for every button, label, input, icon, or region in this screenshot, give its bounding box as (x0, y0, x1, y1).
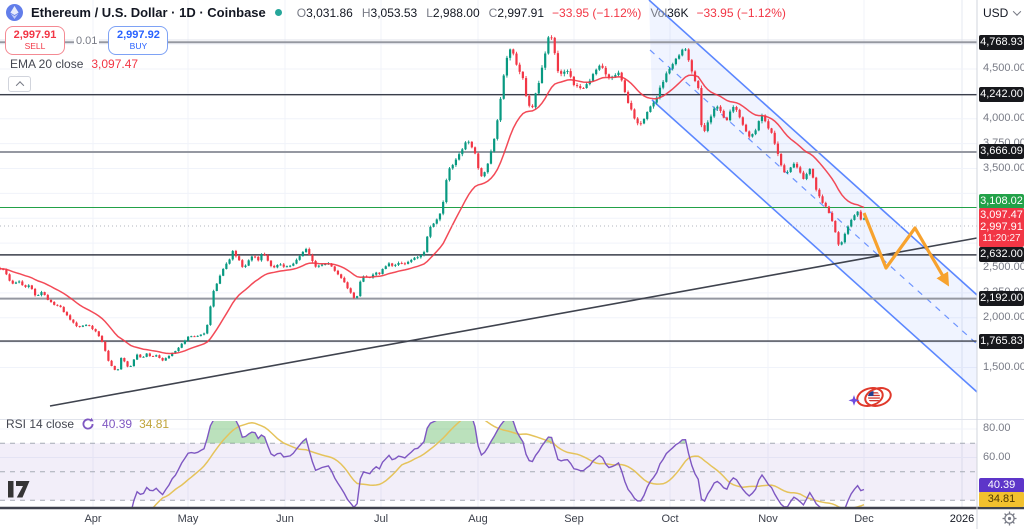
rsi-gridline-label: 60.00 (983, 450, 1011, 463)
year-label: 2026 (949, 513, 975, 525)
price-gridline-label: 3,500.00 (983, 161, 1024, 174)
rsi-signal-value: 34.81 (139, 417, 170, 431)
volume-value: 36K (667, 5, 689, 20)
price-level-badge: 4,242.00 (979, 87, 1024, 103)
ema-value: 3,097.47 (91, 57, 139, 71)
rsi-label: RSI 14 close (6, 417, 75, 431)
axis-settings-gear-icon[interactable] (1002, 511, 1017, 529)
close-field: C2,997.91 (489, 6, 544, 20)
sell-label: SELL (24, 40, 46, 51)
rsi-signal-badge: 34.81 (979, 492, 1024, 507)
month-label: May (177, 513, 199, 525)
month-label: Oct (661, 513, 679, 525)
trade-buttons-row: 2,997.91 SELL 0.01 2,997.92 BUY (5, 26, 169, 55)
price-gridline-label: 4,500.00 (983, 62, 1024, 74)
rsi-main-value: 40.39 (102, 417, 133, 431)
month-label: Jul (373, 513, 389, 525)
month-label: Sep (564, 513, 584, 525)
chart-header: Ethereum / U.S. Dollar · 1D · Coinbase O… (6, 4, 786, 21)
price-gridline-label: 2,500.00 (983, 261, 1024, 273)
price-level-badge: 2,192.00 (979, 291, 1024, 307)
last-price-value: 2,997.91 (980, 221, 1023, 233)
buy-label: BUY (129, 40, 148, 51)
close-label: C (488, 5, 498, 20)
sell-button[interactable]: 2,997.91 SELL (5, 26, 65, 55)
open-value: 3,031.86 (306, 5, 353, 20)
month-label: Aug (468, 513, 488, 525)
chevron-up-icon (15, 81, 24, 90)
tradingview-watermark-logo (8, 481, 31, 503)
open-label: O (296, 5, 307, 20)
month-label: Apr (84, 513, 102, 525)
currency-label: USD (983, 6, 1009, 20)
trendline-drawing[interactable] (49, 237, 978, 407)
buy-button[interactable]: 2,997.92 BUY (108, 26, 169, 55)
last-price-badge: 2,997.91 11:20:27 (979, 219, 1024, 247)
close-value: 2,997.91 (497, 5, 545, 20)
buy-price: 2,997.92 (117, 29, 160, 42)
price-gridline-label: 2,000.00 (983, 310, 1024, 323)
month-label: Nov (758, 513, 778, 525)
low-label: L (426, 5, 433, 20)
price-level-badge: 4,768.93 (979, 34, 1024, 50)
high-value: 3,053.53 (370, 5, 418, 20)
price-gridline-label: 1,500.00 (983, 360, 1024, 373)
low-field: L2,988.00 (426, 6, 479, 20)
price-level-badge: 1,765.83 (979, 333, 1024, 349)
rsi-indicator-legend[interactable]: RSI 14 close 40.39 34.81 (6, 417, 169, 431)
market-status-dot (274, 9, 282, 16)
support-resistance-lines[interactable] (0, 41, 977, 342)
bar-countdown: 11:20:27 (982, 233, 1021, 244)
ema-line (0, 74, 865, 355)
month-label: Jun (276, 513, 294, 525)
forecast-arrow-drawing[interactable] (862, 212, 950, 287)
price-level-badge: 2,632.00 (979, 247, 1024, 263)
rsi-main-badge: 40.39 (979, 478, 1024, 493)
high-field: H3,053.53 (362, 6, 417, 20)
rsi-gridline-label: 80.00 (983, 422, 1011, 434)
collapse-indicator-button[interactable] (8, 76, 31, 92)
volume-label: Vol (650, 5, 668, 20)
high-label: H (361, 5, 371, 20)
change-value: −33.95 (−1.12%) (552, 5, 642, 20)
parallel-channel-drawing[interactable] (648, 0, 977, 393)
spread-value: 0.01 (74, 34, 100, 47)
symbol-title[interactable]: Ethereum / U.S. Dollar · 1D · Coinbase (31, 5, 266, 20)
open-field: O3,031.86 (297, 6, 353, 20)
price-level-badge: 3,666.09 (979, 144, 1024, 160)
ema-label: EMA 20 close (10, 57, 84, 71)
volume-field: Vol36K (650, 6, 688, 20)
ema-indicator-legend[interactable]: EMA 20 close 3,097.47 (10, 57, 138, 71)
volume-change-value: −33.95 (−1.12%) (696, 5, 786, 20)
sell-price: 2,997.91 (13, 29, 57, 42)
rsi-band (0, 442, 977, 501)
low-value: 2,988.00 (432, 5, 480, 20)
month-label: Dec (854, 513, 874, 525)
alert-price-badge: 3,108.02 (979, 194, 1024, 209)
chevron-down-icon (1013, 7, 1022, 16)
ethereum-logo-icon (6, 4, 23, 21)
refresh-icon (81, 417, 95, 431)
price-gridline-label: 4,000.00 (983, 111, 1024, 124)
globe-sticker[interactable] (848, 383, 898, 416)
currency-selector[interactable]: USD (983, 6, 1022, 20)
rsi-plot (131, 421, 865, 507)
